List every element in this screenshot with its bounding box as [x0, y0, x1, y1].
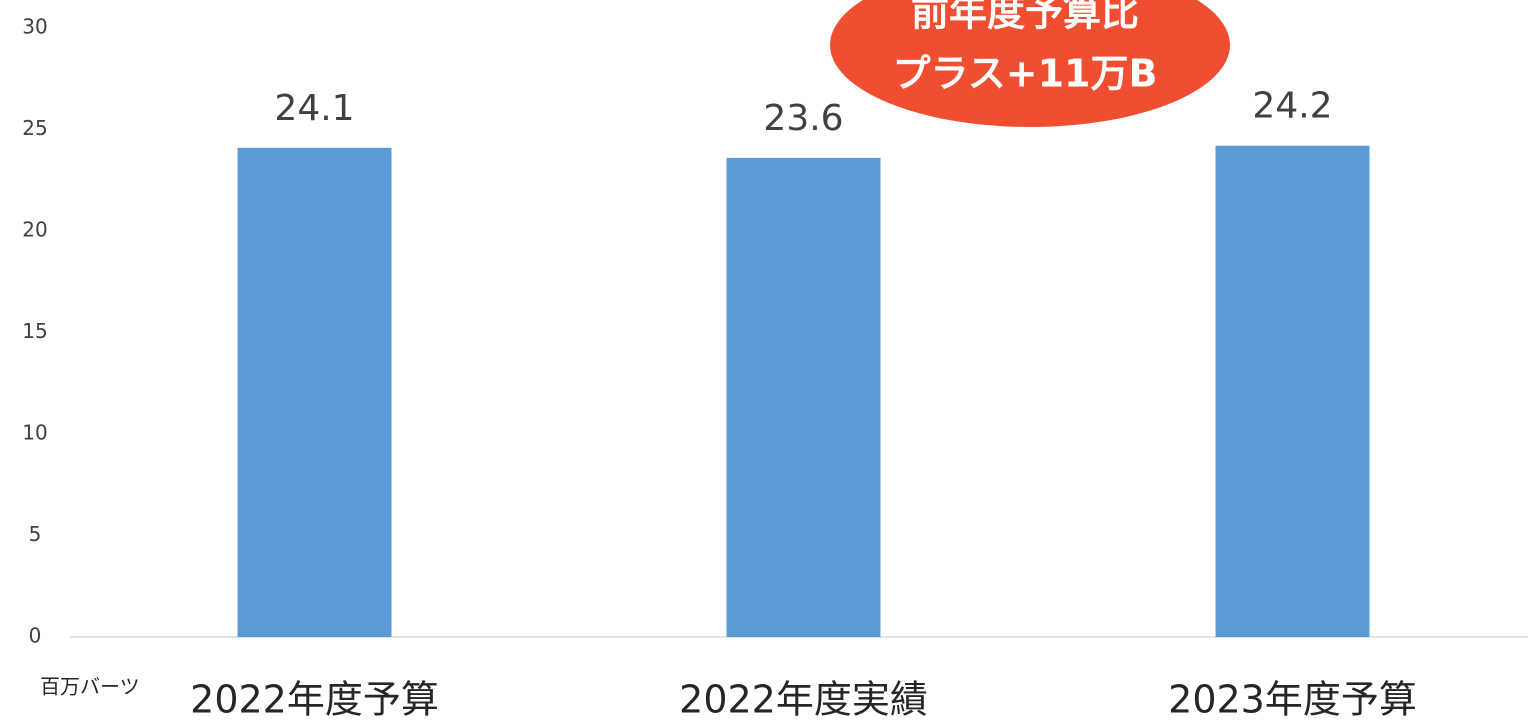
y-axis-label: 百万バーツ: [40, 675, 140, 699]
y-tick-label: 20: [22, 218, 47, 242]
y-tick-label: 15: [22, 319, 47, 343]
bar: [726, 157, 881, 638]
x-tick-label: 2022年度実績: [679, 678, 928, 722]
bar: [237, 147, 392, 637]
y-tick-label: 5: [29, 522, 42, 546]
x-tick-label: 2023年度予算: [1168, 678, 1417, 722]
bar: [1215, 145, 1370, 638]
annotation-line: プラス+11万B: [893, 52, 1158, 96]
data-label: 23.6: [763, 98, 843, 139]
annotation-bubble: [830, 0, 1230, 127]
y-tick-label: 25: [22, 116, 47, 140]
y-tick-label: 0: [29, 624, 42, 648]
data-label: 24.1: [274, 88, 354, 129]
data-label: 24.2: [1252, 86, 1332, 127]
x-tick-label: 2022年度予算: [190, 678, 439, 722]
annotation-line: 前年度予算比: [911, 0, 1139, 35]
y-tick-label: 30: [22, 15, 47, 39]
y-tick-label: 10: [22, 421, 47, 445]
